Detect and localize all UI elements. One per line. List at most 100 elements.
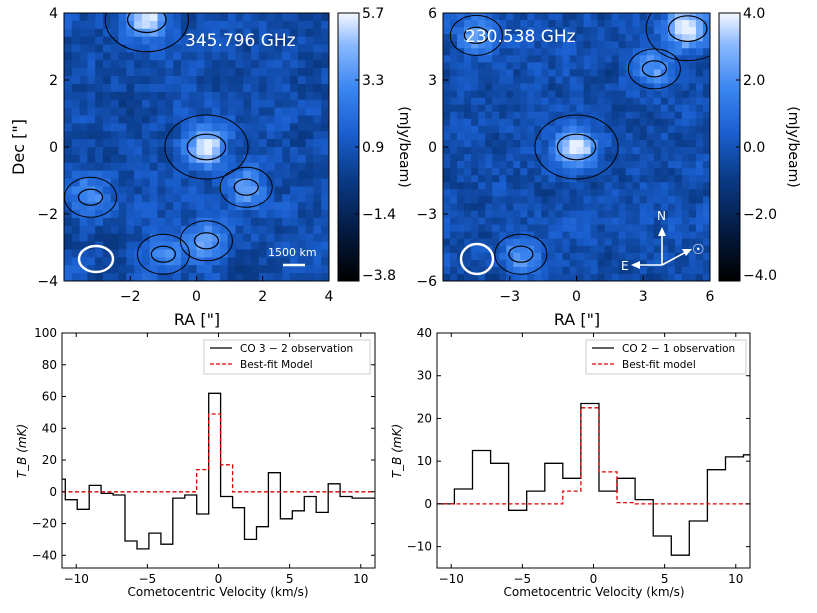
map-pixel (204, 52, 213, 61)
map-pixel (618, 182, 627, 190)
map-pixel (258, 162, 268, 172)
map-pixel (204, 107, 213, 117)
map-pixel (282, 36, 291, 46)
map-pixel (485, 97, 493, 106)
map-pixel (499, 273, 507, 281)
map-pixel (243, 99, 252, 109)
y-tick-label: 80 (42, 358, 57, 372)
map-pixel (149, 83, 159, 93)
map-pixel (513, 203, 521, 212)
map-pixel (95, 91, 104, 101)
map-pixel (541, 27, 549, 35)
map-pixel (506, 161, 514, 169)
map-pixel (157, 20, 166, 30)
map-pixel (443, 125, 451, 134)
map-pixel (258, 20, 268, 30)
map-pixel (258, 44, 268, 54)
map-pixel (188, 178, 198, 188)
map-pixel (134, 28, 143, 38)
map-pixel (196, 186, 205, 195)
map-pixel (443, 196, 451, 205)
map-pixel (695, 76, 704, 85)
map-pixel (513, 175, 521, 183)
map-pixel (305, 194, 315, 203)
map-pixel (534, 168, 542, 176)
map-pixel (674, 125, 683, 134)
map-pixel (79, 139, 88, 148)
map-pixel (562, 168, 571, 176)
map-pixel (548, 210, 557, 219)
map-pixel (506, 266, 514, 275)
map-pixel (667, 231, 676, 240)
map-pixel (681, 161, 690, 169)
xlabel-345ghz: RA ["] (174, 310, 220, 329)
map-pixel (134, 241, 143, 251)
map-pixel (597, 97, 606, 106)
map-pixel (64, 217, 73, 227)
map-pixel (611, 111, 620, 120)
map-pixel (450, 34, 458, 42)
map-pixel (305, 68, 315, 77)
map-pixel (667, 210, 676, 219)
map-pixel (688, 132, 697, 141)
map-pixel (688, 48, 697, 56)
map-pixel (478, 168, 486, 176)
map-pixel (646, 118, 655, 127)
map-pixel (660, 154, 669, 162)
map-pixel (541, 118, 549, 127)
map-pixel (485, 55, 493, 63)
map-pixel (235, 154, 244, 164)
map-pixel (632, 13, 641, 21)
map-pixel (632, 20, 641, 28)
map-pixel (478, 55, 486, 63)
colorbar-tick-label: 4.0 (743, 6, 765, 22)
map-pixel (313, 28, 322, 38)
map-pixel (632, 41, 641, 49)
map-pixel (464, 132, 472, 141)
map-pixel (95, 131, 104, 140)
map-pixel (618, 20, 627, 28)
map-pixel (450, 203, 458, 212)
map-pixel (134, 265, 143, 274)
map-pixel (64, 147, 73, 156)
map-pixel (506, 97, 514, 106)
map-pixel (471, 97, 479, 106)
map-pixel (492, 97, 500, 106)
map-pixel (258, 147, 268, 156)
map-pixel (506, 168, 514, 176)
map-pixel (64, 186, 73, 195)
map-pixel (282, 13, 291, 22)
map-pixel (632, 189, 641, 197)
map-pixel (604, 161, 613, 169)
map-pixel (632, 34, 641, 42)
map-pixel (499, 34, 507, 42)
map-pixel (457, 83, 465, 92)
map-pixel (702, 111, 710, 120)
map-pixel (188, 241, 198, 251)
map-pixel (660, 161, 669, 169)
map-pixel (611, 13, 620, 21)
map-pixel (667, 125, 676, 134)
map-pixel (492, 83, 500, 92)
map-pixel (173, 186, 182, 195)
map-pixel (555, 97, 564, 106)
map-pixel (443, 83, 451, 92)
map-pixel (79, 68, 88, 77)
map-pixel (173, 225, 182, 235)
map-pixel (625, 182, 634, 190)
map-pixel (227, 99, 237, 109)
map-pixel (604, 111, 613, 120)
map-pixel (251, 52, 260, 61)
beam-ellipse-icon (459, 242, 495, 276)
map-pixel (625, 41, 634, 49)
map-pixel (126, 83, 135, 93)
map-pixel (681, 189, 690, 197)
map-pixel (492, 182, 500, 190)
map-pixel (141, 249, 151, 258)
map-pixel (87, 217, 96, 227)
map-pixel (71, 217, 81, 227)
map-pixel (569, 154, 578, 162)
map-pixel (618, 76, 627, 85)
map-pixel (695, 90, 704, 99)
map-pixel (71, 249, 81, 258)
